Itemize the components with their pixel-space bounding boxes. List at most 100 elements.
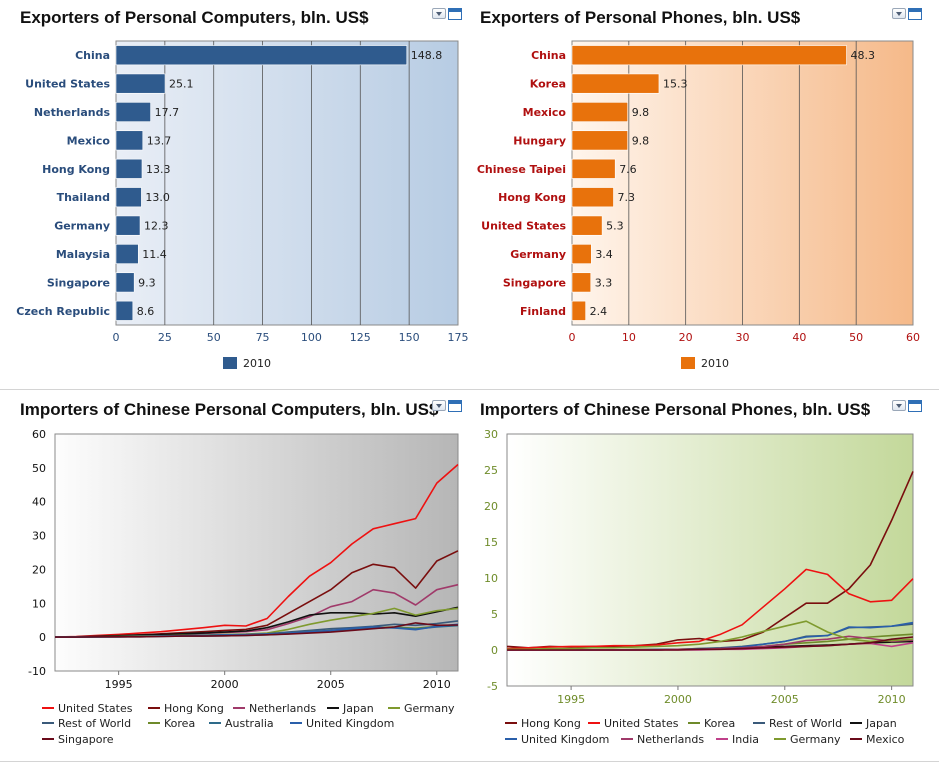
legend-label: United Kingdom — [306, 717, 394, 730]
category-label: Czech Republic — [16, 305, 110, 318]
y-tick-label: 50 — [32, 462, 46, 475]
legend-label: United Kingdom — [521, 733, 609, 746]
legend-label: Australia — [225, 717, 274, 730]
divider — [0, 389, 939, 390]
legend-label: 2010 — [701, 357, 729, 370]
x-tick-label: 2005 — [317, 678, 345, 691]
x-tick-label: 100 — [301, 331, 322, 344]
legend-label: Rest of World — [769, 717, 842, 730]
x-tick-label: 2000 — [664, 693, 692, 706]
bar — [115, 130, 144, 151]
bar — [115, 102, 151, 122]
series-line — [507, 636, 914, 651]
data-label: 25.1 — [169, 78, 194, 91]
chart-title: Importers of Chinese Personal Computers,… — [20, 400, 439, 419]
y-tick-label: 10 — [32, 597, 46, 610]
x-tick-label: 50 — [207, 331, 221, 344]
category-label: China — [75, 49, 110, 62]
x-tick-label: 10 — [622, 331, 636, 344]
category-label: Korea — [530, 78, 566, 91]
window-icon[interactable] — [908, 400, 922, 412]
panel-controls — [432, 400, 466, 414]
legend-label: Japan — [865, 717, 897, 730]
data-label: 17.7 — [155, 106, 180, 119]
legend-label: Singapore — [58, 733, 114, 746]
window-icon[interactable] — [448, 8, 462, 20]
data-label: 11.4 — [142, 248, 167, 261]
bar — [571, 102, 628, 122]
x-tick-label: 1995 — [105, 678, 133, 691]
window-icon[interactable] — [908, 8, 922, 20]
legend-label: Korea — [164, 717, 195, 730]
legend-label: India — [732, 733, 759, 746]
category-label: Mexico — [523, 106, 567, 119]
data-label: 15.3 — [663, 78, 688, 91]
legend-label: United States — [58, 702, 133, 715]
category-label: Hong Kong — [498, 191, 566, 204]
y-tick-label: 0 — [39, 631, 46, 644]
x-tick-label: 20 — [679, 331, 693, 344]
plot-area — [115, 40, 459, 326]
x-tick-label: 2005 — [771, 693, 799, 706]
x-tick-label: 40 — [792, 331, 806, 344]
line-chart: -5 0 5 10 15 20 25 30 1995 2000 2005 2010 Hong Kong U… — [484, 428, 914, 746]
data-label: 9.8 — [632, 134, 650, 147]
bar — [571, 73, 660, 94]
chevron-down-icon[interactable] — [892, 8, 906, 19]
legend-label: Hong Kong — [164, 702, 224, 715]
legend-label: Rest of World — [58, 717, 131, 730]
category-label: Germany — [510, 248, 566, 261]
category-label: Chinese Taipei — [477, 163, 566, 176]
category-label: Mexico — [67, 134, 111, 147]
data-label: 7.3 — [617, 191, 635, 204]
legend-swatch — [681, 357, 695, 369]
chart-title: Importers of Chinese Personal Phones, bl… — [480, 400, 871, 419]
category-label: China — [531, 49, 566, 62]
chevron-down-icon[interactable] — [432, 400, 446, 411]
data-label: 13.7 — [147, 134, 172, 147]
legend-label: Netherlands — [249, 702, 316, 715]
data-label: 13.0 — [145, 191, 170, 204]
y-tick-label: -5 — [487, 680, 498, 693]
y-tick-label: 25 — [484, 464, 498, 477]
series-line — [54, 463, 459, 638]
chart-panel-phone-importers: Importers of Chinese Personal Phones, bl… — [470, 392, 939, 774]
bar — [571, 130, 628, 151]
category-label: Malaysia — [56, 248, 110, 261]
category-label: Hong Kong — [42, 163, 110, 176]
legend-label: Netherlands — [637, 733, 704, 746]
category-label: Hungary — [513, 134, 566, 147]
x-tick-label: 125 — [350, 331, 371, 344]
x-tick-label: 2010 — [878, 693, 906, 706]
chart-panel-pc-exporters: Exporters of Personal Computers, bln. US… — [0, 0, 469, 382]
series-line — [507, 620, 914, 651]
x-tick-label: 1995 — [557, 693, 585, 706]
legend-swatch — [223, 357, 237, 369]
legend-label: Mexico — [866, 733, 905, 746]
category-label: Finland — [520, 305, 566, 318]
data-label: 8.6 — [137, 305, 155, 318]
window-icon[interactable] — [448, 400, 462, 412]
legend-label: Hong Kong — [521, 717, 581, 730]
y-tick-label: 30 — [32, 530, 46, 543]
x-tick-label: 60 — [906, 331, 920, 344]
legend-label: Korea — [704, 717, 735, 730]
y-tick-label: 30 — [484, 428, 498, 441]
data-label: 9.3 — [138, 276, 156, 289]
bar — [115, 215, 141, 236]
bar — [571, 158, 616, 179]
category-label: Netherlands — [34, 106, 111, 119]
x-tick-label: 0 — [113, 331, 120, 344]
category-label: United States — [25, 78, 110, 91]
x-tick-label: 50 — [849, 331, 863, 344]
legend-label: Germany — [404, 702, 455, 715]
chevron-down-icon[interactable] — [432, 8, 446, 19]
bar — [571, 300, 586, 321]
x-tick-label: 0 — [569, 331, 576, 344]
y-tick-label: 20 — [32, 563, 46, 576]
x-tick-label: 30 — [736, 331, 750, 344]
y-tick-label: 10 — [484, 572, 498, 585]
x-tick-label: 25 — [158, 331, 172, 344]
chevron-down-icon[interactable] — [892, 400, 906, 411]
bar — [115, 244, 139, 264]
